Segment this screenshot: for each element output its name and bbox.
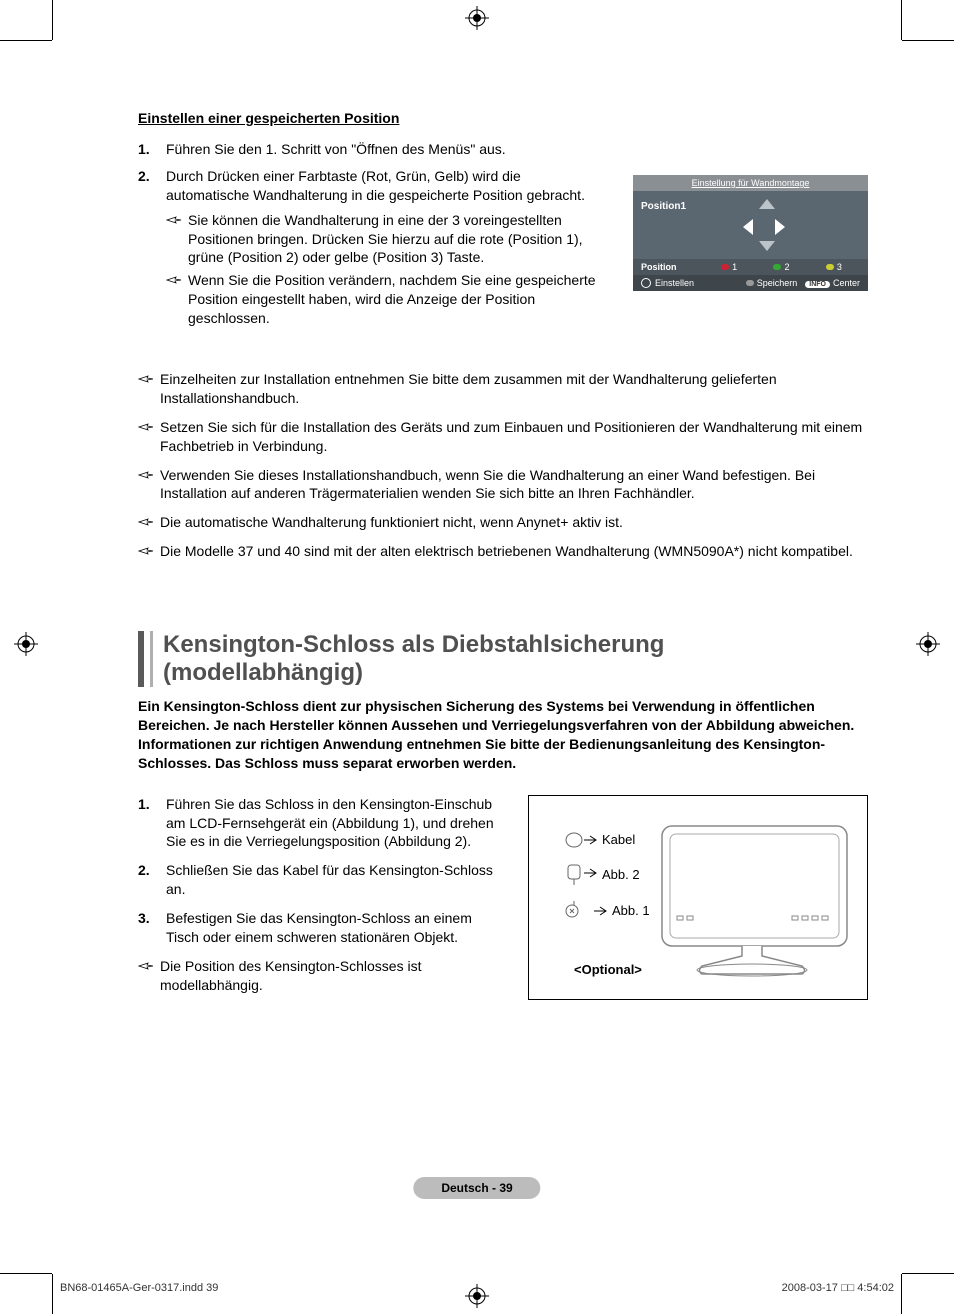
- dpad-right-icon: [775, 219, 785, 235]
- sub-item: Wenn Sie die Position verändern, nachdem…: [166, 271, 604, 328]
- optional-label: <Optional>: [574, 962, 642, 977]
- sub-list: Sie können die Wandhalterung in eine der…: [166, 211, 604, 328]
- section-title: Kensington-Schloss als Diebstahlsicherun…: [163, 631, 868, 687]
- print-filename: BN68-01465A-Ger-0317.indd 39: [60, 1282, 218, 1294]
- crop-mark: [52, 0, 53, 40]
- tv-illustration-icon: [642, 816, 857, 981]
- crop-mark: [901, 1274, 902, 1314]
- arrow-icon: [138, 466, 160, 504]
- osd-option: 3: [826, 262, 842, 272]
- kensington-figure: Kabel Abb. 2 Abb. 1 <Optional>: [528, 795, 868, 1000]
- note-text: Die Modelle 37 und 40 sind mit der alten…: [160, 542, 853, 561]
- notes-block: Einzelheiten zur Installation entnehmen …: [138, 370, 868, 561]
- step-item: 1. Führen Sie den 1. Schritt von "Öffnen…: [138, 140, 604, 159]
- step-number: 2.: [138, 167, 166, 332]
- registration-mark-icon: [916, 632, 940, 656]
- section-intro: Ein Kensington-Schloss dient zur physisc…: [138, 697, 868, 773]
- osd-option: 1: [721, 262, 737, 272]
- osd-option: 2: [773, 262, 789, 272]
- crop-mark: [0, 1273, 52, 1274]
- section-heading: Einstellen einer gespeicherten Position: [138, 110, 868, 126]
- osd-info: INFOCenter: [805, 278, 860, 288]
- note-item: Die Modelle 37 und 40 sind mit der alten…: [138, 542, 868, 561]
- gray-dot-icon: [746, 280, 754, 286]
- lock-slot-icon: [564, 901, 608, 921]
- note-item: Verwenden Sie dieses Installationshandbu…: [138, 466, 868, 504]
- info-pill-icon: INFO: [805, 281, 830, 288]
- page-footer: Deutsch - 39: [413, 1177, 540, 1199]
- step-number: 3.: [138, 909, 166, 947]
- osd-row-label: Position: [641, 262, 703, 272]
- crop-mark: [902, 40, 954, 41]
- step-number: 2.: [138, 861, 166, 899]
- arrow-icon: [138, 542, 160, 561]
- osd-einstellen: Einstellen: [655, 278, 694, 288]
- crop-mark: [0, 40, 52, 41]
- step-text: Befestigen Sie das Kensington-Schloss an…: [166, 909, 508, 947]
- crop-mark: [902, 1273, 954, 1274]
- note-text: Einzelheiten zur Installation entnehmen …: [160, 370, 868, 408]
- arrow-icon: [138, 957, 160, 995]
- red-dot-icon: [721, 264, 729, 270]
- note-item: Setzen Sie sich für die Installation des…: [138, 418, 868, 456]
- osd-speichern: Speichern: [746, 278, 798, 288]
- step-item: 1.Führen Sie das Schloss in den Kensingt…: [138, 795, 508, 852]
- osd-panel: Einstellung für Wandmontage Position1 Po…: [633, 175, 868, 291]
- arrow-icon: [138, 418, 160, 456]
- note-item: Einzelheiten zur Installation entnehmen …: [138, 370, 868, 408]
- nav-icon: [641, 278, 651, 288]
- note-text: Die Position des Kensington-Schlosses is…: [160, 957, 508, 995]
- osd-dpad: [703, 191, 868, 259]
- note-item: Die Position des Kensington-Schlosses is…: [138, 957, 508, 995]
- note-text: Verwenden Sie dieses Installationshandbu…: [160, 466, 868, 504]
- registration-mark-icon: [14, 632, 38, 656]
- step-text: Durch Drücken einer Farbtaste (Rot, Grün…: [166, 167, 604, 205]
- kensington-steps: 1.Führen Sie das Schloss in den Kensingt…: [138, 795, 508, 947]
- cable-loop-icon: [564, 831, 598, 849]
- step-item: 2.Schließen Sie das Kabel für das Kensin…: [138, 861, 508, 899]
- note-text: Die automatische Wandhalterung funktioni…: [160, 513, 623, 532]
- steps-list: 1. Führen Sie den 1. Schritt von "Öffnen…: [138, 140, 604, 332]
- osd-position-row: Position 1 2 3: [633, 259, 868, 275]
- figure-label: Abb. 2: [564, 863, 650, 887]
- dpad-up-icon: [759, 199, 775, 209]
- step-text: Führen Sie das Schloss in den Kensington…: [166, 795, 508, 852]
- sub-text: Sie können die Wandhalterung in eine der…: [188, 211, 604, 268]
- figure-label: Abb. 1: [564, 901, 650, 921]
- step-number: 1.: [138, 140, 166, 159]
- lock-body-icon: [564, 863, 598, 887]
- section-title-bar: Kensington-Schloss als Diebstahlsicherun…: [138, 631, 868, 687]
- crop-mark: [52, 1274, 53, 1314]
- dpad-down-icon: [759, 241, 775, 251]
- print-timestamp: 2008-03-17 □□ 4:54:02: [782, 1282, 894, 1294]
- step-item: 2. Durch Drücken einer Farbtaste (Rot, G…: [138, 167, 604, 332]
- dpad-left-icon: [743, 219, 753, 235]
- section-kensington: Kensington-Schloss als Diebstahlsicherun…: [138, 631, 868, 1000]
- step-number: 1.: [138, 795, 166, 852]
- green-dot-icon: [773, 264, 781, 270]
- yellow-dot-icon: [826, 264, 834, 270]
- arrow-icon: [138, 513, 160, 532]
- arrow-icon: [166, 271, 188, 328]
- step-item: 3.Befestigen Sie das Kensington-Schloss …: [138, 909, 508, 947]
- crop-mark: [901, 0, 902, 40]
- note-text: Setzen Sie sich für die Installation des…: [160, 418, 868, 456]
- osd-bottom-row: Einstellen Speichern INFOCenter: [633, 275, 868, 291]
- figure-label: Kabel: [564, 831, 650, 849]
- osd-position-label: Position1: [633, 191, 703, 259]
- arrow-icon: [138, 370, 160, 408]
- sub-item: Sie können die Wandhalterung in eine der…: [166, 211, 604, 268]
- arrow-icon: [166, 211, 188, 268]
- step-text: Schließen Sie das Kabel für das Kensingt…: [166, 861, 508, 899]
- page-content: Einstellen einer gespeicherten Position …: [138, 110, 868, 1000]
- sub-text: Wenn Sie die Position verändern, nachdem…: [188, 271, 604, 328]
- note-item: Die automatische Wandhalterung funktioni…: [138, 513, 868, 532]
- registration-mark-icon: [465, 6, 489, 30]
- step-text: Führen Sie den 1. Schritt von "Öffnen de…: [166, 140, 604, 159]
- osd-title: Einstellung für Wandmontage: [633, 175, 868, 191]
- print-footer: BN68-01465A-Ger-0317.indd 39 2008-03-17 …: [60, 1282, 894, 1294]
